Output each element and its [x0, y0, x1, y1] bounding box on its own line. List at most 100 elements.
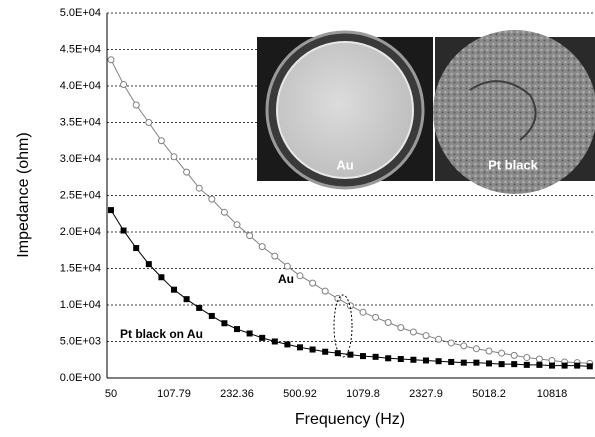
- marker: [283, 262, 291, 270]
- series-label: Au: [278, 272, 294, 286]
- y-tick-label: 5.0E+04: [60, 7, 101, 19]
- y-axis-label: Impedance (ohm): [15, 132, 32, 257]
- marker: [498, 349, 506, 357]
- marker: [347, 351, 354, 358]
- y-tick-label: 4.0E+04: [60, 80, 101, 92]
- inset-label: Au: [336, 157, 353, 172]
- inset-pt-photo: [433, 30, 595, 194]
- y-tick-label: 0.0E+00: [60, 372, 101, 384]
- marker: [208, 312, 215, 319]
- y-tick-label: 2.0E+04: [60, 226, 101, 238]
- marker: [170, 153, 178, 161]
- marker: [246, 232, 254, 240]
- marker: [145, 261, 152, 268]
- marker: [120, 81, 128, 89]
- y-tick-label: 3.0E+04: [60, 153, 101, 165]
- marker: [435, 358, 442, 365]
- marker: [133, 245, 140, 252]
- marker: [157, 137, 165, 145]
- x-tick-label: 1079.8: [346, 388, 380, 400]
- marker: [423, 357, 429, 364]
- marker: [574, 362, 581, 369]
- marker: [334, 350, 341, 357]
- marker: [372, 313, 380, 321]
- marker: [183, 296, 190, 303]
- marker: [384, 319, 392, 327]
- y-tick-label: 2.5E+04: [60, 189, 101, 201]
- marker: [410, 356, 417, 363]
- y-tick-label: 4.5E+04: [60, 43, 101, 55]
- marker: [523, 354, 531, 362]
- marker: [498, 361, 505, 368]
- x-tick-label: 10818: [537, 388, 568, 400]
- marker: [422, 332, 430, 340]
- y-tick-label: 3.5E+04: [60, 116, 101, 128]
- marker: [360, 353, 366, 360]
- marker: [523, 361, 530, 368]
- marker: [472, 345, 480, 353]
- marker: [183, 168, 191, 176]
- marker: [486, 360, 492, 367]
- marker: [321, 287, 329, 295]
- marker: [296, 272, 304, 280]
- x-tick-label: 107.79: [157, 388, 191, 400]
- marker: [473, 359, 480, 366]
- marker: [120, 227, 127, 234]
- marker: [397, 324, 405, 332]
- inset-label: Pt black: [488, 157, 539, 172]
- inset-au-photo: [257, 30, 433, 190]
- marker: [233, 221, 241, 229]
- highlight-ellipse: [333, 294, 353, 358]
- marker: [309, 346, 316, 353]
- marker: [435, 335, 443, 343]
- marker: [132, 101, 140, 109]
- x-tick-label: 232.36: [220, 388, 254, 400]
- marker: [359, 308, 367, 316]
- x-tick-label: 5018.2: [472, 388, 506, 400]
- marker: [271, 338, 278, 345]
- marker: [220, 208, 228, 216]
- marker: [561, 362, 568, 369]
- marker: [158, 274, 165, 281]
- marker: [196, 304, 203, 311]
- marker: [549, 362, 555, 369]
- x-axis-label: Frequency (Hz): [295, 411, 405, 428]
- marker: [460, 359, 467, 366]
- marker: [535, 355, 543, 363]
- marker: [448, 358, 455, 365]
- marker: [385, 355, 392, 362]
- marker: [372, 353, 379, 360]
- marker: [284, 341, 291, 348]
- marker: [409, 328, 417, 336]
- marker: [234, 326, 240, 333]
- marker: [447, 339, 455, 347]
- x-tick-label: 2327.9: [409, 388, 443, 400]
- marker: [309, 279, 317, 287]
- marker: [510, 351, 518, 359]
- marker: [108, 207, 114, 214]
- marker: [322, 348, 329, 355]
- marker: [271, 252, 279, 260]
- y-tick-label: 5.0E+03: [60, 335, 101, 347]
- marker: [485, 347, 493, 355]
- y-tick-label: 1.5E+04: [60, 262, 101, 274]
- marker: [297, 344, 303, 351]
- marker: [208, 195, 216, 203]
- marker: [107, 56, 115, 64]
- marker: [145, 119, 153, 126]
- marker: [195, 184, 203, 192]
- marker: [258, 243, 266, 251]
- marker: [460, 342, 468, 350]
- marker: [246, 330, 253, 337]
- marker: [259, 334, 266, 341]
- marker: [171, 286, 177, 293]
- marker: [511, 361, 518, 368]
- y-tick-label: 1.0E+04: [60, 299, 101, 311]
- series-label: Pt black on Au: [120, 327, 203, 341]
- marker: [586, 363, 593, 370]
- marker: [397, 356, 404, 363]
- x-tick-label: 50: [105, 388, 117, 400]
- marker: [548, 356, 556, 364]
- marker: [221, 320, 228, 327]
